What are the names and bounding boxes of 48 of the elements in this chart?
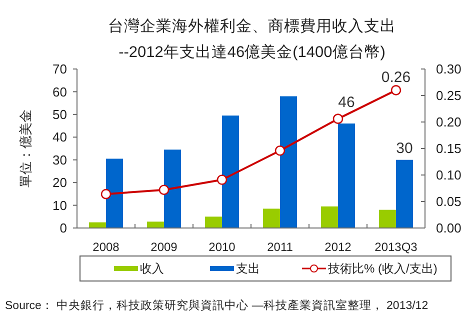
y2-tick-label: 0.30 — [436, 62, 462, 77]
y2-tick-label: 0.00 — [436, 220, 462, 236]
y2-tick-label: 0.10 — [436, 168, 462, 183]
y2-tick-label: 0.15 — [436, 141, 462, 156]
y-tick-label: 40 — [52, 130, 67, 145]
y-tick-label: 0 — [60, 220, 67, 236]
chart-subtitle: --2012年支出達46億美金(1400億台幣) — [118, 43, 386, 61]
point — [274, 145, 286, 156]
bar — [164, 150, 181, 228]
point — [216, 174, 228, 185]
bar — [106, 158, 123, 228]
source-note: Source： 中央銀行，科技政策研究與資訊中心 —科技產業資訊室整理， 2013/12 — [5, 298, 428, 312]
legend-label: 技術比% (收入/支出) — [327, 262, 438, 276]
bar — [338, 124, 355, 228]
chart-title: 台灣企業海外權利金、商標費用收入支出 — [108, 17, 396, 35]
y-tick-label: 60 — [52, 84, 67, 100]
y-tick-label: 50 — [52, 106, 67, 122]
bar — [280, 96, 297, 228]
bar — [205, 216, 222, 228]
x-tick-label: 2013Q3 — [374, 240, 418, 254]
x-tick-label: 2008 — [92, 240, 120, 254]
bar — [379, 210, 396, 228]
y2-tick-label: 0.20 — [436, 114, 462, 130]
point — [100, 188, 112, 200]
legend-label: 支出 — [236, 262, 260, 276]
y-axis-title: 單位：億美金 — [18, 110, 33, 188]
x-tick-label: 2009 — [150, 240, 178, 254]
y2-tick-label: 0.25 — [436, 88, 462, 104]
bar — [396, 160, 413, 228]
bar — [321, 206, 338, 228]
y-tick-label: 20 — [52, 175, 67, 190]
data-label: 46 — [338, 94, 355, 111]
y-tick-label: 70 — [52, 62, 67, 77]
x-tick-label: 2012 — [324, 240, 352, 254]
data-label: 0.26 — [381, 69, 411, 86]
data-label: 30 — [396, 140, 413, 157]
bar — [147, 222, 164, 228]
point — [158, 184, 170, 195]
bar — [263, 208, 280, 228]
bar — [222, 116, 239, 228]
point — [332, 114, 344, 124]
legend-label: 收入 — [140, 262, 164, 276]
y-tick-label: 30 — [52, 152, 67, 168]
x-tick-label: 2010 — [208, 240, 236, 254]
x-tick-label: 2011 — [267, 240, 294, 254]
y-tick-label: 10 — [52, 198, 67, 213]
point — [390, 85, 402, 96]
y2-tick-label: 0.05 — [436, 194, 462, 210]
